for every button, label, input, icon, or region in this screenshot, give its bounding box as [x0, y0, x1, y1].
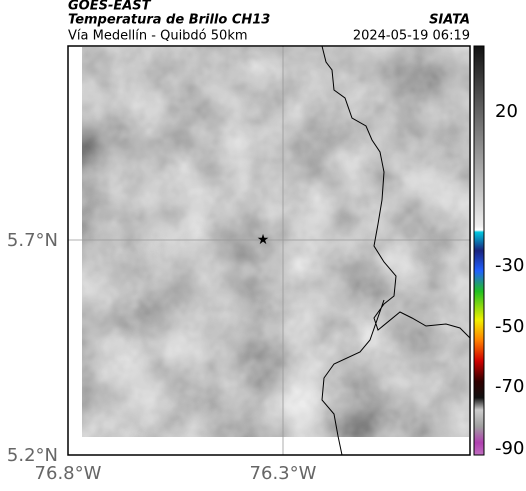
colorbar-label: -50	[495, 316, 524, 337]
colorbar-label: 20	[495, 101, 518, 122]
colorbar-label: -30	[495, 255, 524, 276]
lon-label: 76.8°W	[35, 463, 102, 484]
brand: SIATA	[429, 13, 470, 28]
colorbar-scale	[473, 45, 485, 456]
coastline	[321, 45, 471, 456]
colorbar-label: -70	[495, 376, 524, 397]
source: GOES-EAST	[68, 0, 152, 14]
timestamp: 2024-05-19 06:19	[353, 29, 470, 44]
location-marker: ★	[257, 232, 270, 248]
subtitle: Vía Medellín - Quibdó 50km	[68, 29, 248, 44]
map-frame	[67, 45, 471, 456]
lat-label: 5.2°N	[7, 445, 58, 466]
map: ★	[67, 45, 471, 456]
colorbar-label: -90	[495, 438, 524, 459]
lat-label: 5.7°N	[7, 230, 58, 251]
title: Temperatura de Brillo CH13	[68, 13, 270, 28]
cloud-texture	[82, 47, 469, 437]
colorbar: 20 -30 -50 -70 -90	[473, 45, 524, 459]
lon-label: 76.3°W	[250, 463, 317, 484]
